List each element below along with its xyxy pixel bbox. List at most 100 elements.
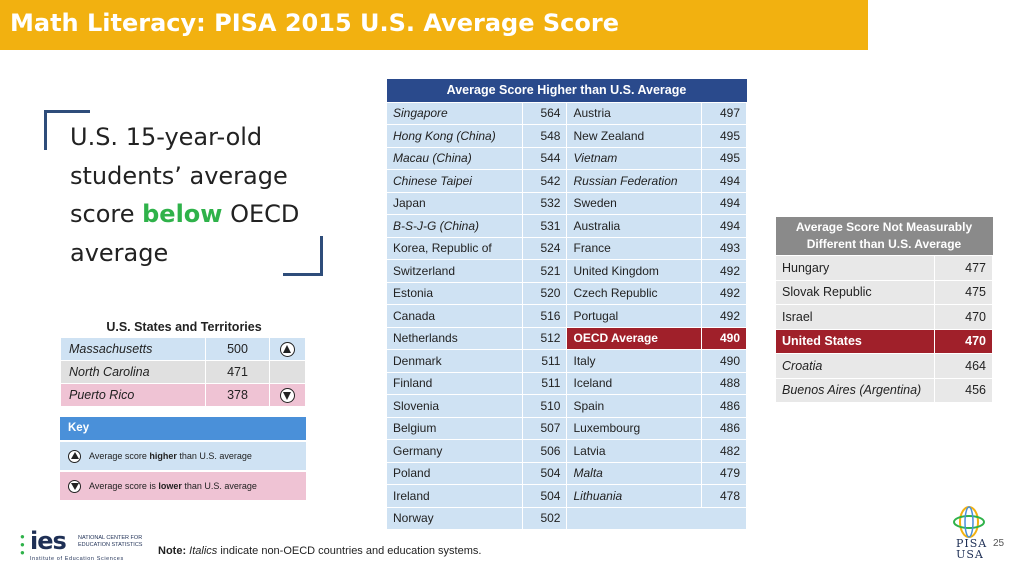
country-score: 510: [521, 394, 568, 418]
country-score: 495: [701, 146, 747, 170]
country-name-text: France: [573, 241, 611, 256]
bracket-top-left: [44, 110, 90, 150]
country-score-text: 511: [541, 376, 561, 391]
state-indicator: [269, 337, 306, 361]
country-score-text: 507: [540, 421, 561, 436]
table-row: Chinese Taipei 542 Russian Federation 494: [386, 169, 747, 193]
country-score-text: 544: [540, 151, 561, 166]
table-row: Switzerland 521 United Kingdom 492: [386, 259, 747, 283]
country-name: Austria: [566, 101, 703, 125]
page-title: Math Literacy: PISA 2015 U.S. Average Sc…: [10, 9, 619, 37]
states-title: U.S. States and Territories: [106, 320, 262, 334]
nces-line1: NATIONAL CENTER FOR: [78, 535, 143, 541]
united-states-label-text: United States: [782, 334, 862, 349]
table-row: Macau (China) 544 Vietnam 495: [386, 146, 747, 170]
country-score: 497: [701, 101, 747, 125]
country-score: 477: [934, 255, 993, 281]
intro-line-3a: score: [70, 200, 143, 228]
country-score-text: 464: [965, 358, 986, 373]
ioes-label: Institute of Education Sciences: [30, 556, 124, 562]
country-score: 502: [521, 506, 568, 530]
country-name: Sweden: [566, 191, 703, 215]
table-row: Hungary 477: [775, 255, 993, 281]
country-name-text: Switzerland: [393, 263, 456, 278]
country-name: Estonia: [386, 281, 523, 305]
country-score-text: 516: [540, 308, 561, 323]
country-name: Lithuania: [566, 484, 703, 508]
empty-cell: [566, 506, 747, 530]
state-score-text: 500: [227, 342, 248, 356]
country-name-text: Canada: [393, 308, 436, 323]
intro-line-4: average: [70, 238, 169, 267]
country-score: 456: [934, 377, 993, 403]
oecd-average-label: OECD Average: [566, 326, 703, 350]
country-score: 531: [521, 214, 568, 238]
country-name: Israel: [775, 304, 935, 330]
country-name: Vietnam: [566, 146, 703, 170]
intro-line-2: students’ average: [70, 161, 288, 190]
country-score-text: 495: [719, 128, 740, 143]
country-name-text: Denmark: [393, 353, 442, 368]
pisa-line1: PISA: [956, 537, 988, 550]
table-row: Slovenia 510 Spain 486: [386, 394, 747, 418]
country-name-text: Croatia: [782, 358, 823, 373]
country-name-text: Sweden: [573, 196, 617, 211]
country-name: Iceland: [566, 371, 703, 395]
table-row: Netherlands 512 OECD Average 490: [386, 326, 747, 350]
country-name-text: Australia: [573, 218, 621, 233]
country-name: Slovak Republic: [775, 279, 935, 305]
state-score-text: 471: [227, 365, 248, 379]
key-legend: Key Average score higher than U.S. avera…: [60, 417, 306, 500]
country-name-text: New Zealand: [573, 128, 645, 143]
up-triangle-icon: [280, 341, 295, 357]
state-row: North Carolina 471: [60, 360, 306, 384]
country-name: Luxembourg: [566, 416, 703, 440]
intro-statement: U.S. 15-year-old students’ average score…: [70, 118, 330, 272]
country-score: 464: [934, 353, 993, 379]
country-score-text: 477: [965, 260, 986, 275]
country-name: Hong Kong (China): [386, 124, 523, 148]
oecd-average-score: 490: [701, 326, 747, 350]
country-score: 486: [701, 394, 747, 418]
country-name: B-S-J-G (China): [386, 214, 523, 238]
pisa-text: PISA USA: [956, 537, 988, 560]
nces-label: NATIONAL CENTER FOR EDUCATION STATISTICS: [78, 535, 158, 548]
country-name: Hungary: [775, 255, 935, 281]
country-name-text: Buenos Aires (Argentina): [782, 383, 922, 398]
country-score: 490: [701, 349, 747, 373]
country-score-text: 511: [541, 353, 561, 368]
united-states-score-text: 470: [965, 334, 986, 349]
states-table: Massachusetts 500 North Carolina 471 Puerto …: [60, 337, 306, 407]
country-name: Ireland: [386, 484, 523, 508]
country-name: Malta: [566, 461, 703, 485]
country-name-text: Russian Federation: [573, 173, 678, 188]
country-score-text: 512: [540, 331, 561, 346]
country-name: Denmark: [386, 349, 523, 373]
country-score-text: 532: [540, 196, 561, 211]
country-name-text: Hong Kong (China): [393, 128, 496, 143]
ies-dots-icon: ● ● ●: [20, 532, 25, 557]
table-row: Ireland 504 Lithuania 478: [386, 484, 747, 508]
country-score-text: 497: [719, 106, 740, 121]
country-score-text: 486: [719, 398, 740, 413]
country-name: Buenos Aires (Argentina): [775, 377, 935, 403]
ies-logo-word: ies: [30, 527, 67, 555]
table-row: Japan 532 Sweden 494: [386, 191, 747, 215]
key-higher-post: than U.S. average: [176, 451, 252, 461]
country-name-text: Netherlands: [393, 331, 458, 346]
country-score: 492: [701, 281, 747, 305]
country-score: 495: [701, 124, 747, 148]
key-header: Key: [60, 417, 306, 440]
table-row: Finland 511 Iceland 488: [386, 371, 747, 395]
table-row: Norway 502: [386, 506, 747, 530]
country-score-text: 478: [719, 488, 740, 503]
country-score: 494: [701, 191, 747, 215]
country-name-text: Iceland: [573, 376, 613, 391]
country-score: 482: [701, 439, 747, 463]
not-different-header-line1: Average Score Not Measurably: [795, 220, 973, 234]
state-indicator: [269, 360, 306, 384]
country-score-text: 542: [540, 173, 561, 188]
page-number: 25: [993, 538, 1005, 549]
country-score: 488: [701, 371, 747, 395]
country-score-text: 495: [719, 151, 740, 166]
